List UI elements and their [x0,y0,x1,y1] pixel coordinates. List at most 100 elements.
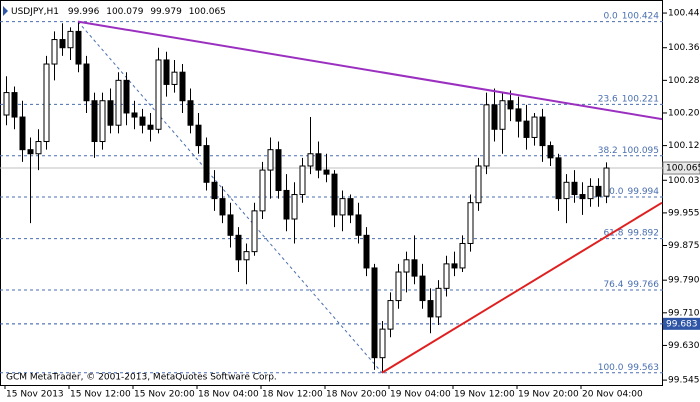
level-box [663,317,700,330]
fib-ratio: 76.4 [603,279,623,289]
y-tick-label: 100.280 [668,76,700,86]
candle-body [603,167,610,197]
overlay: USDJPY,H1 99.996 100.079 99.979 100.065 … [3,6,277,383]
y-tick-label: 100.120 [668,141,700,151]
candle-body [219,198,226,216]
candle-body [99,100,106,143]
high-value: 100.079 [106,7,143,17]
candle-body [235,234,242,261]
candle-body [403,259,410,273]
candle-body [163,59,170,85]
x-tick-label: 18 Nov 20:00 [326,390,387,400]
y-tick-label: 99.710 [668,308,700,318]
candle-body [563,181,570,200]
fib-ratio: 23.6 [598,94,618,104]
candle-body [555,157,562,200]
candle-body [227,214,234,236]
open-value: 99.996 [68,7,100,17]
candle-body [115,79,122,126]
candle-body [379,328,386,359]
fib-price: 100.095 [622,145,659,155]
price-label: 100.065 [666,164,700,174]
candle-body [339,198,346,216]
candle-body [435,287,442,318]
candle-body [139,116,146,126]
candle-body [299,165,306,196]
candle-body [523,120,530,138]
y-tick-label: 99.545 [668,376,700,386]
fib-label: 50.0 99.994 [603,186,659,196]
candle-body [203,145,210,183]
candle-body [131,112,138,118]
candle-body [491,104,498,130]
candle-body [291,194,298,220]
fib-label: 76.4 99.766 [603,279,659,289]
candle-body [3,92,10,116]
x-tick-label: 19 Nov 04:00 [390,390,451,400]
candle-body [251,210,258,253]
candle-body [67,30,74,49]
candle-body [467,202,474,244]
candle-body [11,92,18,118]
fib-label: 23.6 100.221 [598,94,659,104]
candle-body [187,100,194,126]
candle-body [499,100,506,130]
candle-body [571,181,578,196]
candle-body [59,39,66,49]
candle-body [171,71,178,85]
symbol-icon [3,6,8,16]
fib-price: 100.424 [622,11,659,21]
candle-body [43,63,50,143]
fib-price: 100.221 [622,94,659,104]
candle-body [331,173,338,216]
candle-body [123,79,130,114]
x-tick-label: 15 Nov 2013 [6,390,64,400]
y-tick-label: 100.035 [668,176,700,186]
candle-body [75,30,82,65]
candle-body [395,271,402,302]
trendline [381,201,663,374]
candle-body [515,108,522,122]
candle-body [267,149,274,171]
candle-body [35,141,42,155]
fib-price: 99.994 [628,186,660,196]
candle-body [595,185,602,197]
x-tick-label: 18 Nov 12:00 [262,390,323,400]
candle-body [155,59,162,130]
candle-body [347,198,354,216]
candle-body [323,169,330,175]
y-tick-label: 99.875 [668,241,700,251]
symbol: USDJPY,H1 [11,7,59,17]
candle-body [411,259,418,277]
close-value: 100.065 [189,7,226,17]
x-tick-label: 19 Nov 12:00 [454,390,515,400]
candle-body [211,181,218,200]
candle-body [507,100,514,110]
candle-body [315,153,322,171]
candle-body [83,63,90,102]
low-value: 99.979 [150,7,182,17]
candle-body [387,300,394,330]
candle-body [195,124,202,147]
candle-body [587,185,594,200]
candle-body [475,165,482,204]
candle-body [307,153,314,167]
fib-ratio: 50.0 [603,186,623,196]
y-tick-label: 99.955 [668,208,700,218]
candle-body [179,71,186,102]
x-tick-label: 19 Nov 20:00 [518,390,579,400]
y-tick-label: 100.360 [668,43,700,53]
candle-body [363,234,370,269]
y-tick-label: 100.200 [668,108,700,118]
price-axis: 100.445 100.360 100.280 100.200 100.120 100.0… [662,9,700,386]
fib-ratio: 100.0 [598,362,624,372]
y-tick-label: 99.630 [668,341,700,351]
y-tick-label: 100.445 [668,9,700,19]
candle-body [51,39,58,65]
candle-body [107,100,114,126]
candle-body [355,214,362,236]
candle-body [539,116,546,147]
candle-body [243,251,250,261]
candle-body [91,100,98,143]
